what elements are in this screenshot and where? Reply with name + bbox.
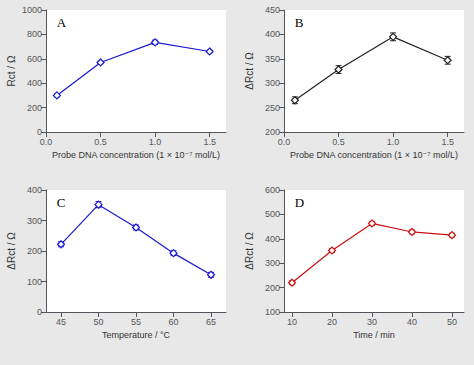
svg-text:0.0: 0.0 bbox=[278, 137, 291, 147]
svg-text:300: 300 bbox=[265, 78, 280, 88]
svg-text:1.5: 1.5 bbox=[203, 137, 216, 147]
svg-text:ΔRct / Ω: ΔRct / Ω bbox=[6, 232, 17, 270]
svg-text:B: B bbox=[295, 15, 304, 30]
svg-text:C: C bbox=[57, 195, 66, 210]
svg-text:600: 600 bbox=[265, 185, 280, 195]
svg-text:Probe DNA concentration (1 × 1: Probe DNA concentration (1 × 10⁻⁷ mol/L) bbox=[290, 150, 458, 160]
svg-text:20: 20 bbox=[327, 317, 337, 327]
svg-text:350: 350 bbox=[265, 54, 280, 64]
svg-text:Time / min: Time / min bbox=[353, 330, 395, 340]
svg-text:600: 600 bbox=[27, 54, 42, 64]
svg-text:Probe DNA concentration (1 × 1: Probe DNA concentration (1 × 10⁻⁷ mol/L) bbox=[52, 150, 220, 160]
svg-text:30: 30 bbox=[367, 317, 377, 327]
svg-text:50: 50 bbox=[93, 317, 103, 327]
svg-text:450: 450 bbox=[265, 5, 280, 15]
svg-text:250: 250 bbox=[265, 103, 280, 113]
svg-text:ΔRct / Ω: ΔRct / Ω bbox=[244, 52, 255, 90]
svg-text:65: 65 bbox=[206, 317, 216, 327]
svg-text:0.0: 0.0 bbox=[40, 137, 53, 147]
svg-text:45: 45 bbox=[56, 317, 66, 327]
svg-text:100: 100 bbox=[27, 277, 42, 287]
svg-text:Temperature / °C: Temperature / °C bbox=[102, 330, 171, 340]
svg-text:0: 0 bbox=[37, 307, 42, 317]
svg-text:10: 10 bbox=[287, 317, 297, 327]
svg-text:1.0: 1.0 bbox=[387, 137, 400, 147]
svg-text:1.5: 1.5 bbox=[441, 137, 454, 147]
svg-text:400: 400 bbox=[265, 234, 280, 244]
svg-text:0.5: 0.5 bbox=[94, 137, 107, 147]
svg-text:300: 300 bbox=[265, 258, 280, 268]
svg-text:200: 200 bbox=[27, 246, 42, 256]
svg-text:0: 0 bbox=[37, 127, 42, 137]
svg-text:50: 50 bbox=[447, 317, 457, 327]
svg-text:200: 200 bbox=[265, 283, 280, 293]
svg-text:400: 400 bbox=[27, 78, 42, 88]
svg-text:1.0: 1.0 bbox=[149, 137, 162, 147]
svg-text:Rct / Ω: Rct / Ω bbox=[6, 55, 17, 86]
svg-text:400: 400 bbox=[27, 185, 42, 195]
svg-text:A: A bbox=[57, 15, 67, 30]
svg-text:55: 55 bbox=[131, 317, 141, 327]
svg-text:40: 40 bbox=[407, 317, 417, 327]
svg-text:400: 400 bbox=[265, 29, 280, 39]
svg-text:1000: 1000 bbox=[22, 5, 42, 15]
svg-text:0.5: 0.5 bbox=[332, 137, 345, 147]
svg-text:800: 800 bbox=[27, 29, 42, 39]
svg-text:ΔRct / Ω: ΔRct / Ω bbox=[244, 232, 255, 270]
svg-text:500: 500 bbox=[265, 209, 280, 219]
svg-text:200: 200 bbox=[27, 103, 42, 113]
svg-text:200: 200 bbox=[265, 127, 280, 137]
svg-text:60: 60 bbox=[168, 317, 178, 327]
svg-text:300: 300 bbox=[27, 216, 42, 226]
svg-text:D: D bbox=[295, 195, 304, 210]
svg-text:100: 100 bbox=[265, 307, 280, 317]
